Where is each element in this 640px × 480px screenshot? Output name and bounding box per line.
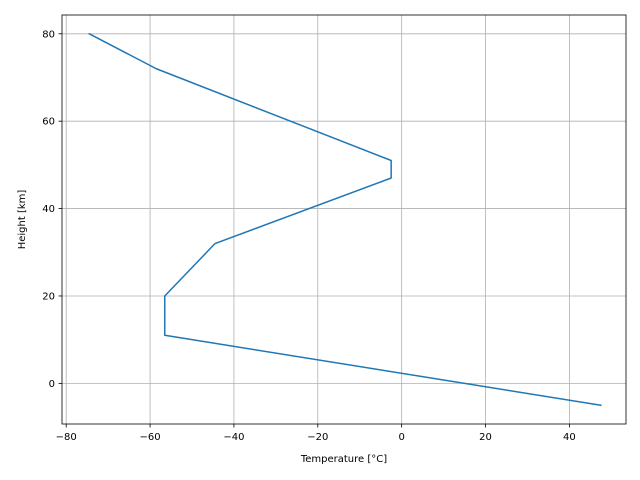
x-tick-label: 0 [398,432,404,443]
temperature-profile-line [88,32,602,407]
y-tick-label: 40 [42,204,55,215]
x-axis-label: Temperature [°C] [300,454,387,465]
x-tick-label: 40 [563,432,576,443]
y-tick-label: 20 [42,291,55,302]
plot-frame [61,14,627,425]
x-tick-label: −20 [307,432,328,443]
series-group [88,32,602,407]
y-axis-label: Height [km] [17,190,28,250]
axis-ticks: −80 −60 −40 −20 0 20 40 0 20 40 60 80 [42,29,575,443]
x-tick-label: −60 [140,432,161,443]
x-tick-label: −40 [223,432,244,443]
x-tick-label: 20 [479,432,492,443]
y-tick-label: 0 [49,379,55,390]
grid-lines [62,15,626,424]
plot-area [62,15,626,424]
y-tick-label: 60 [42,117,55,128]
y-tick-label: 80 [42,29,55,40]
x-tick-label: −80 [56,432,77,443]
